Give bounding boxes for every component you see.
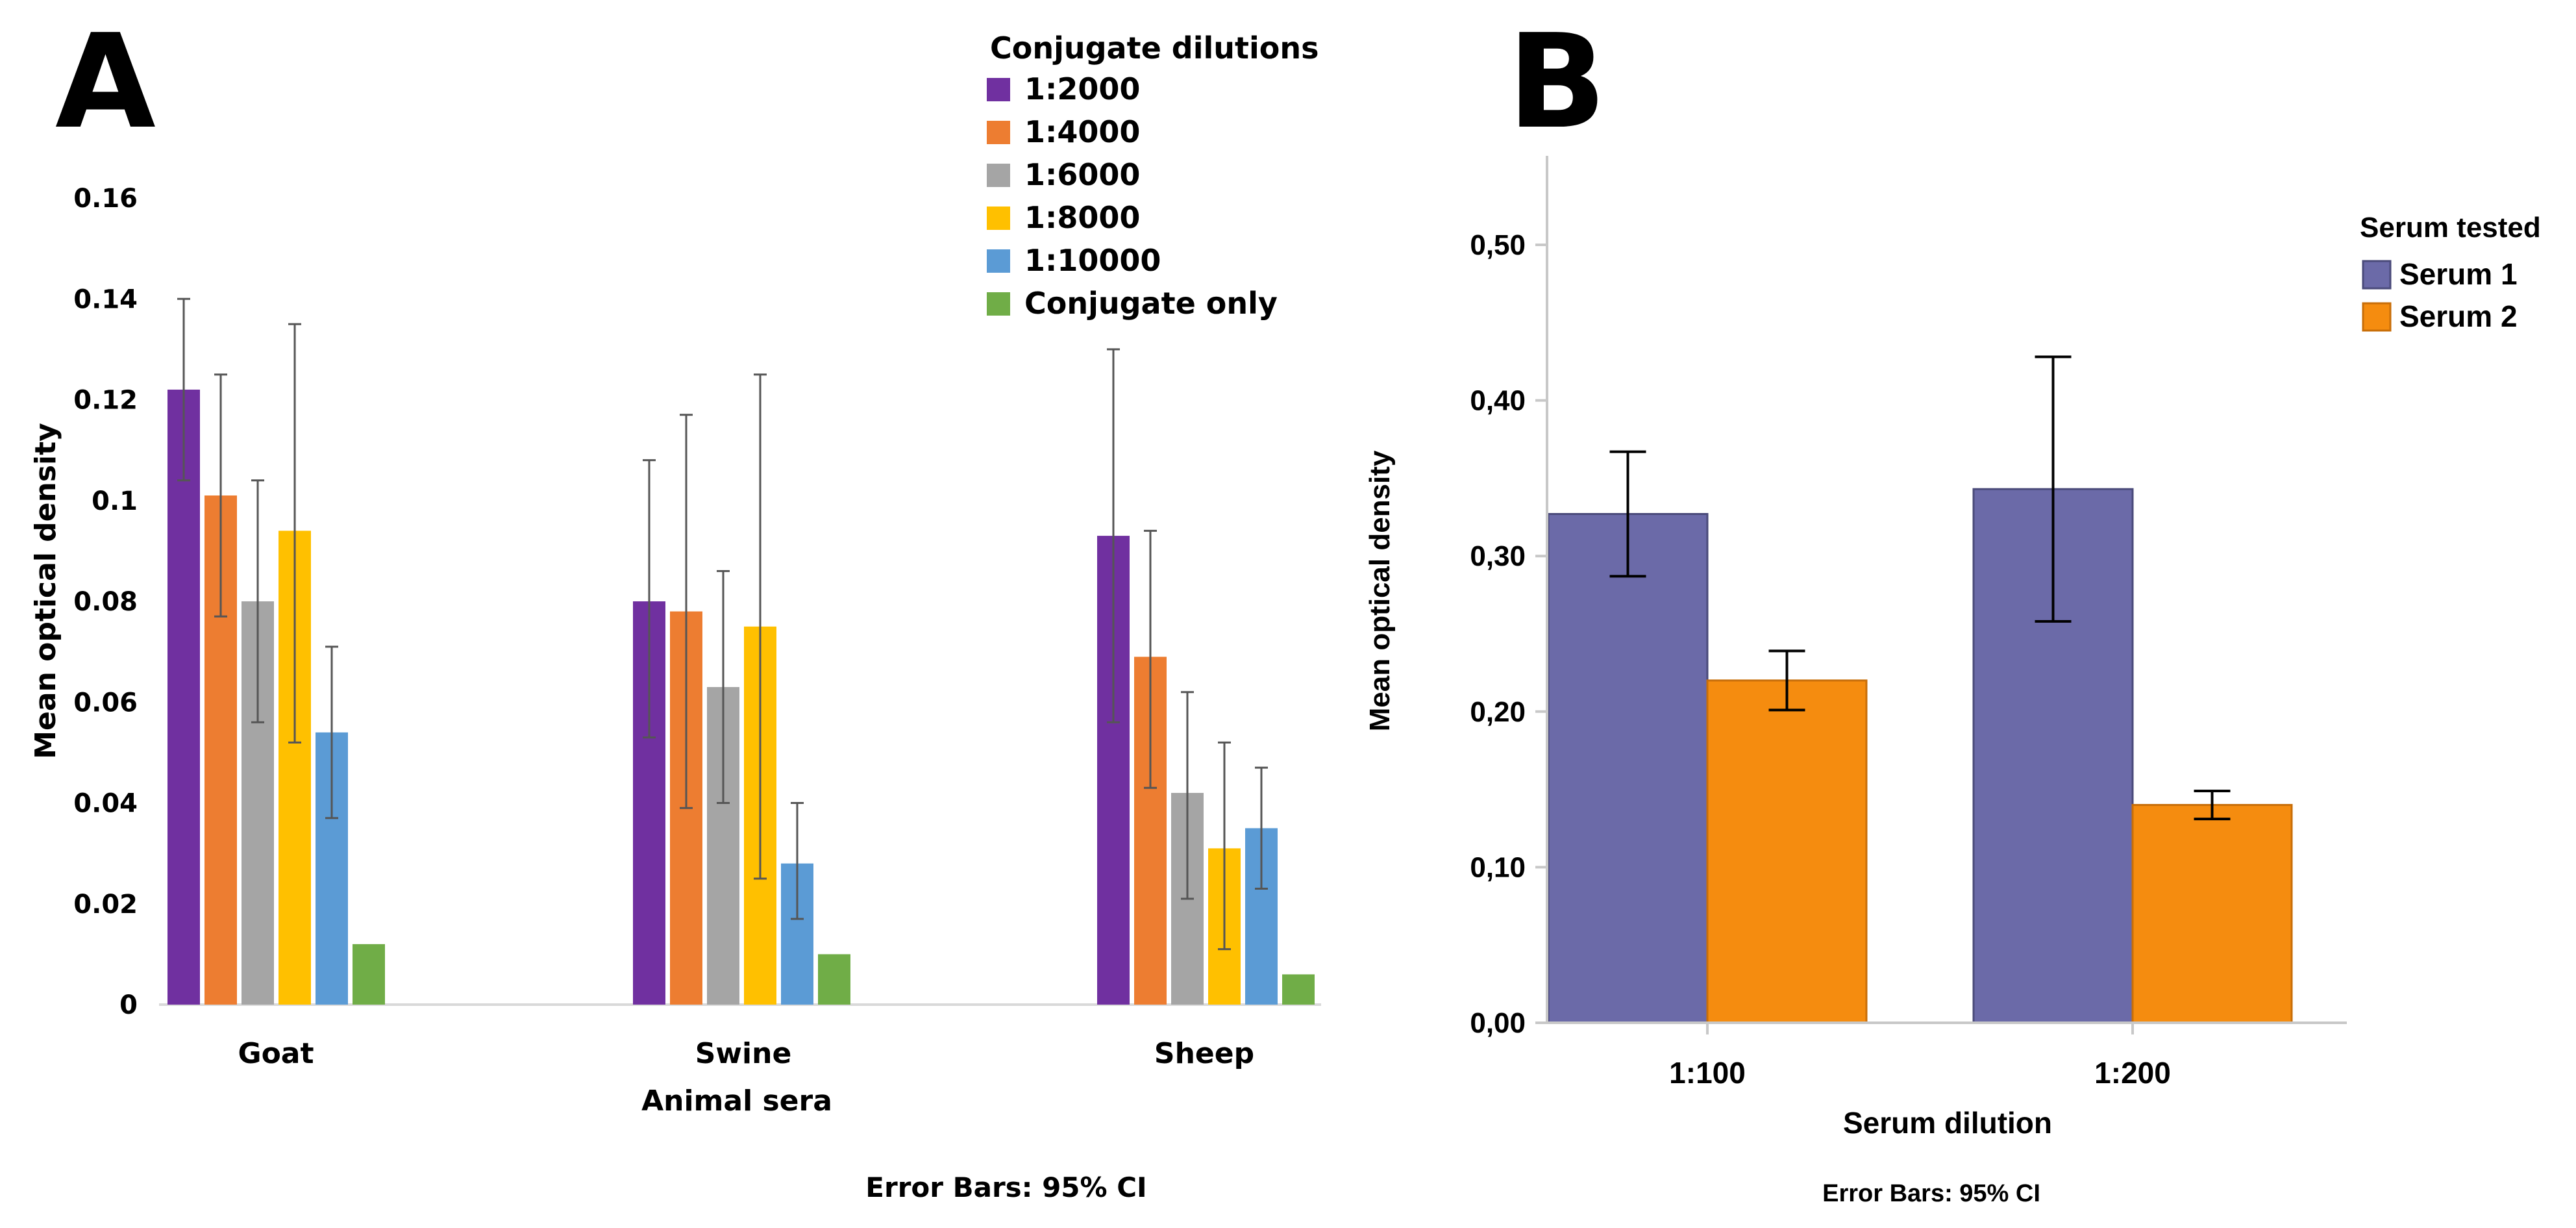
chart-a-error-bar-goat-1-10000 <box>325 645 338 820</box>
chart-b-legend-swatch-serum-1 <box>2362 260 2392 290</box>
chart-b-y-tick-label: 0,10 <box>1470 851 1526 883</box>
chart-a-y-tick-label: 0.04 <box>73 789 138 819</box>
chart-a-error-bar-goat-1-2000 <box>177 297 190 482</box>
chart-b-error-bar-1-100-serum-2 <box>1768 649 1805 712</box>
chart-a-bar-goat-1-2000 <box>167 389 200 1005</box>
chart-b-legend-title: Serum tested <box>2360 212 2541 244</box>
chart-a-bar-swine-conjugate-only <box>818 954 850 1005</box>
chart-a-error-bar-swine-1-6000 <box>717 570 730 804</box>
chart-b-x-tick-1-200: 1:200 <box>2094 1056 2171 1090</box>
chart-a-legend-swatch-conjugate-only <box>987 292 1010 316</box>
chart-a-y-tick-label: 0.02 <box>73 890 138 920</box>
chart-a-error-bar-goat-1-4000 <box>214 373 227 618</box>
panel-label-b: B <box>1507 6 1606 158</box>
chart-a-error-bar-swine-1-4000 <box>680 414 693 809</box>
chart-b-legend-swatch-serum-2 <box>2362 302 2392 332</box>
chart-a-x-tick-swine: Swine <box>695 1037 792 1070</box>
chart-a-legend-label-1-2000: 1:2000 <box>1024 71 1140 107</box>
chart-b-x-ticks: 1:100 1:200 <box>1669 1023 2171 1090</box>
panel-label-a: A <box>55 6 156 158</box>
chart-b-y-tick-label: 0,50 <box>1470 229 1526 261</box>
chart-b-error-bar-1-200-serum-1 <box>2035 355 2072 623</box>
chart-a-legend-swatch-1-2000 <box>987 78 1010 101</box>
chart-a: 0 0.02 0.04 0.06 0.08 0.1 0.12 0.14 0.16 Goat Swi… <box>29 31 1321 1203</box>
chart-a-error-bar-sheep-1-8000 <box>1218 741 1231 951</box>
chart-a-legend-label-1-8000: 1:8000 <box>1024 200 1140 235</box>
chart-a-error-bars <box>177 297 1268 951</box>
chart-a-y-tick-label: 0 <box>119 990 138 1020</box>
chart-a-bars <box>167 389 1315 1005</box>
chart-b-x-axis-label: Serum dilution <box>1843 1106 2052 1140</box>
chart-a-error-bar-swine-1-2000 <box>643 459 656 739</box>
chart-a-y-axis-label: Mean optical density <box>29 423 62 759</box>
chart-b-y-tick-label: 0,00 <box>1470 1007 1526 1039</box>
chart-a-legend-swatch-1-8000 <box>987 207 1010 230</box>
chart-a-y-tick-label: 0.16 <box>73 184 138 214</box>
chart-a-legend-label-1-10000: 1:10000 <box>1024 243 1161 278</box>
chart-b-error-bar-1-100-serum-1 <box>1609 450 1646 578</box>
chart-a-y-tick-label: 0.08 <box>73 587 138 617</box>
chart-a-footnote: Error Bars: 95% CI <box>865 1172 1146 1203</box>
chart-b-bar-1-100-serum-1 <box>1547 513 1709 1024</box>
chart-a-legend-label-conjugate-only: Conjugate only <box>1024 286 1278 321</box>
chart-b-legend-label-serum-2: Serum 2 <box>2399 299 2518 333</box>
chart-b-y-tick-label: 0,40 <box>1470 385 1526 417</box>
chart-b-y-ticks: 0,00 0,10 0,20 0,30 0,40 0,50 <box>1470 229 1547 1039</box>
chart-a-legend-swatch-1-10000 <box>987 249 1010 273</box>
chart-a-x-axis-label: Animal sera <box>641 1084 832 1118</box>
chart-a-y-ticks: 0 0.02 0.04 0.06 0.08 0.1 0.12 0.14 0.16 <box>73 184 138 1020</box>
chart-a-error-bar-sheep-1-4000 <box>1144 529 1157 789</box>
chart-a-error-bar-sheep-1-2000 <box>1107 348 1120 723</box>
chart-a-bar-goat-conjugate-only <box>353 944 385 1005</box>
chart-b-y-tick-label: 0,20 <box>1470 696 1526 728</box>
chart-a-y-tick-label: 0.06 <box>73 688 138 718</box>
chart-a-legend: Conjugate dilutions 1:2000 1:4000 1:6000 1:… <box>987 31 1319 321</box>
chart-b-footnote: Error Bars: 95% CI <box>1822 1180 2040 1207</box>
chart-b-error-bar-1-200-serum-2 <box>2194 789 2231 821</box>
chart-b-bar-1-200-serum-2 <box>2131 804 2293 1024</box>
chart-a-legend-label-1-4000: 1:4000 <box>1024 114 1140 149</box>
chart-a-error-bar-goat-1-6000 <box>251 479 264 723</box>
chart-a-legend-swatch-1-6000 <box>987 164 1010 187</box>
chart-b-bar-1-100-serum-2 <box>1706 679 1868 1024</box>
chart-a-error-bar-sheep-1-6000 <box>1181 691 1194 900</box>
chart-a-x-ticks: Goat Swine Sheep <box>238 1037 1254 1070</box>
chart-a-legend-swatch-1-4000 <box>987 121 1010 144</box>
chart-a-bar-sheep-conjugate-only <box>1282 974 1315 1005</box>
chart-a-error-bar-sheep-1-10000 <box>1255 766 1268 890</box>
chart-a-legend-title: Conjugate dilutions <box>990 31 1319 66</box>
chart-a-error-bar-swine-1-8000 <box>754 373 767 880</box>
chart-a-y-tick-label: 0.14 <box>73 284 138 314</box>
chart-b-x-tick-1-100: 1:100 <box>1669 1056 1746 1090</box>
chart-a-x-tick-goat: Goat <box>238 1037 314 1070</box>
chart-a-y-tick-label: 0.1 <box>92 486 138 516</box>
chart-b: 0,00 0,10 0,20 0,30 0,40 0,50 1:100 1:200 Mean… <box>1364 156 2541 1207</box>
chart-a-legend-label-1-6000: 1:6000 <box>1024 157 1140 192</box>
chart-a-error-bar-goat-1-8000 <box>288 323 301 744</box>
chart-b-bars <box>1547 488 2293 1024</box>
chart-b-legend-label-serum-1: Serum 1 <box>2399 257 2518 291</box>
chart-b-legend: Serum tested Serum 1 Serum 2 <box>2360 212 2541 333</box>
chart-a-x-tick-sheep: Sheep <box>1154 1037 1254 1070</box>
chart-a-y-tick-label: 0.12 <box>73 386 138 416</box>
chart-b-error-bars <box>1609 355 2231 821</box>
chart-a-error-bar-swine-1-10000 <box>791 802 804 920</box>
chart-b-y-tick-label: 0,30 <box>1470 540 1526 572</box>
chart-b-y-axis-label: Mean optical density <box>1364 450 1396 731</box>
